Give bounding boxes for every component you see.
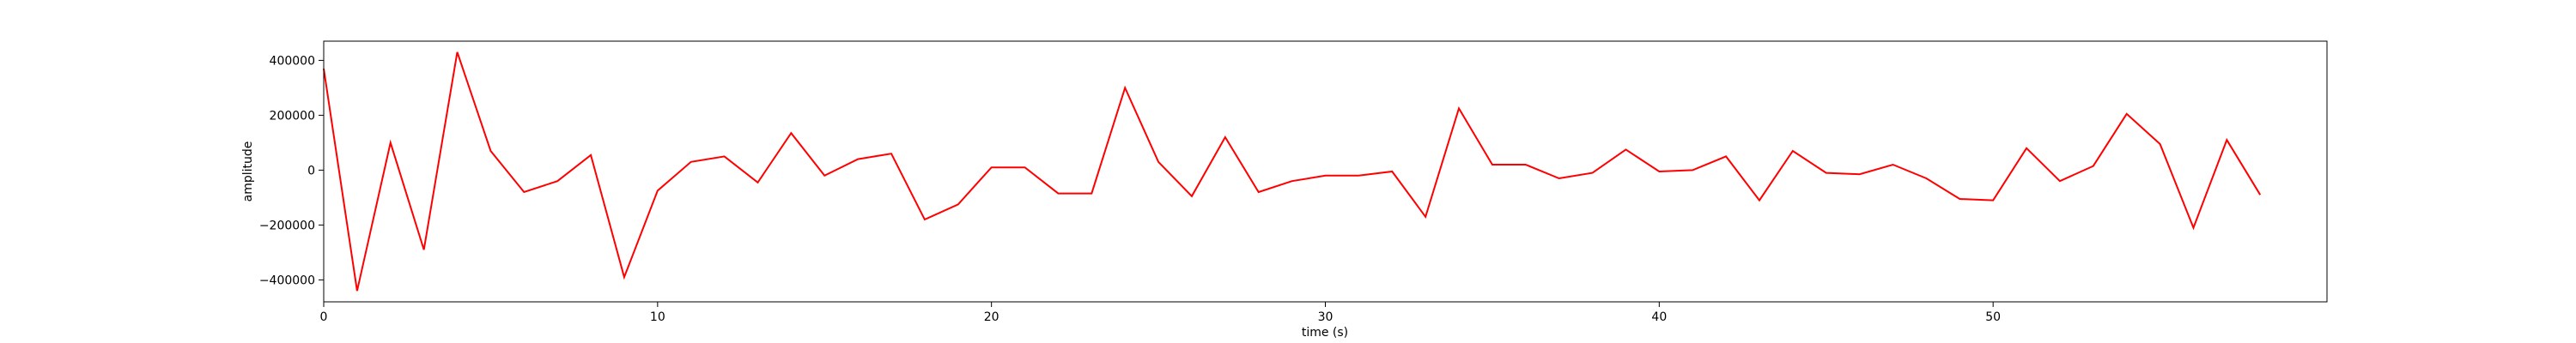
x-axis: 0 10 20 30 40 50 <box>320 302 2001 324</box>
x-tick-label: 40 <box>1651 310 1667 324</box>
y-tick-label: −400000 <box>259 274 315 287</box>
x-axis-label: time (s) <box>1302 326 1348 340</box>
y-axis-label: amplitude <box>241 141 255 202</box>
series-line-0 <box>323 51 2262 292</box>
x-tick-label: 0 <box>320 310 328 324</box>
y-tick-label: 400000 <box>270 54 315 68</box>
series-layer <box>323 51 2262 292</box>
x-tick-label: 30 <box>1318 310 1334 324</box>
x-tick-label: 50 <box>1985 310 2001 324</box>
x-tick-label: 10 <box>650 310 665 324</box>
y-axis: −400000 −200000 0 200000 400000 <box>259 54 324 287</box>
y-tick-label: −200000 <box>259 219 315 232</box>
x-tick-label: 20 <box>984 310 999 324</box>
y-tick-label: 200000 <box>270 109 315 123</box>
y-tick-label: 0 <box>307 164 315 178</box>
plot-area <box>324 41 2327 302</box>
